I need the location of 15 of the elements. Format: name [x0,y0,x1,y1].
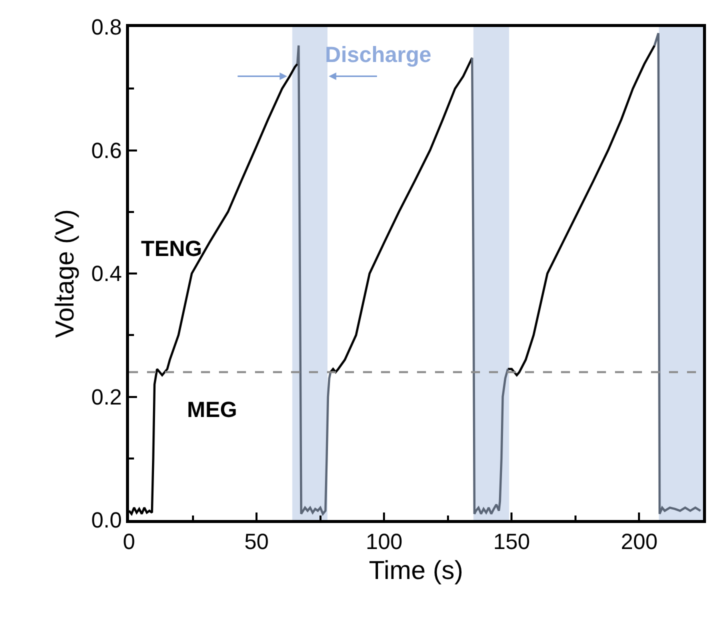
annotation: TENG [141,236,202,261]
y-axis-title: Voltage (V) [50,209,80,338]
y-tick-label: 0.2 [91,384,122,410]
x-tick-label: 50 [244,529,269,554]
x-tick-label: 200 [620,529,658,554]
y-tick-label: 0.8 [91,14,122,40]
x-tick-label: 0 [122,529,136,554]
x-tick-label: 100 [366,529,402,554]
annotation: MEG [187,397,238,422]
band-label: Discharge [325,42,432,67]
x-tick-label: 150 [493,529,530,554]
y-tick-label: 0.6 [91,138,122,163]
x-axis-title: Time (s) [368,554,464,585]
y-tick-label: 0.0 [91,508,122,533]
y-tick-label: 0.4 [91,261,122,286]
